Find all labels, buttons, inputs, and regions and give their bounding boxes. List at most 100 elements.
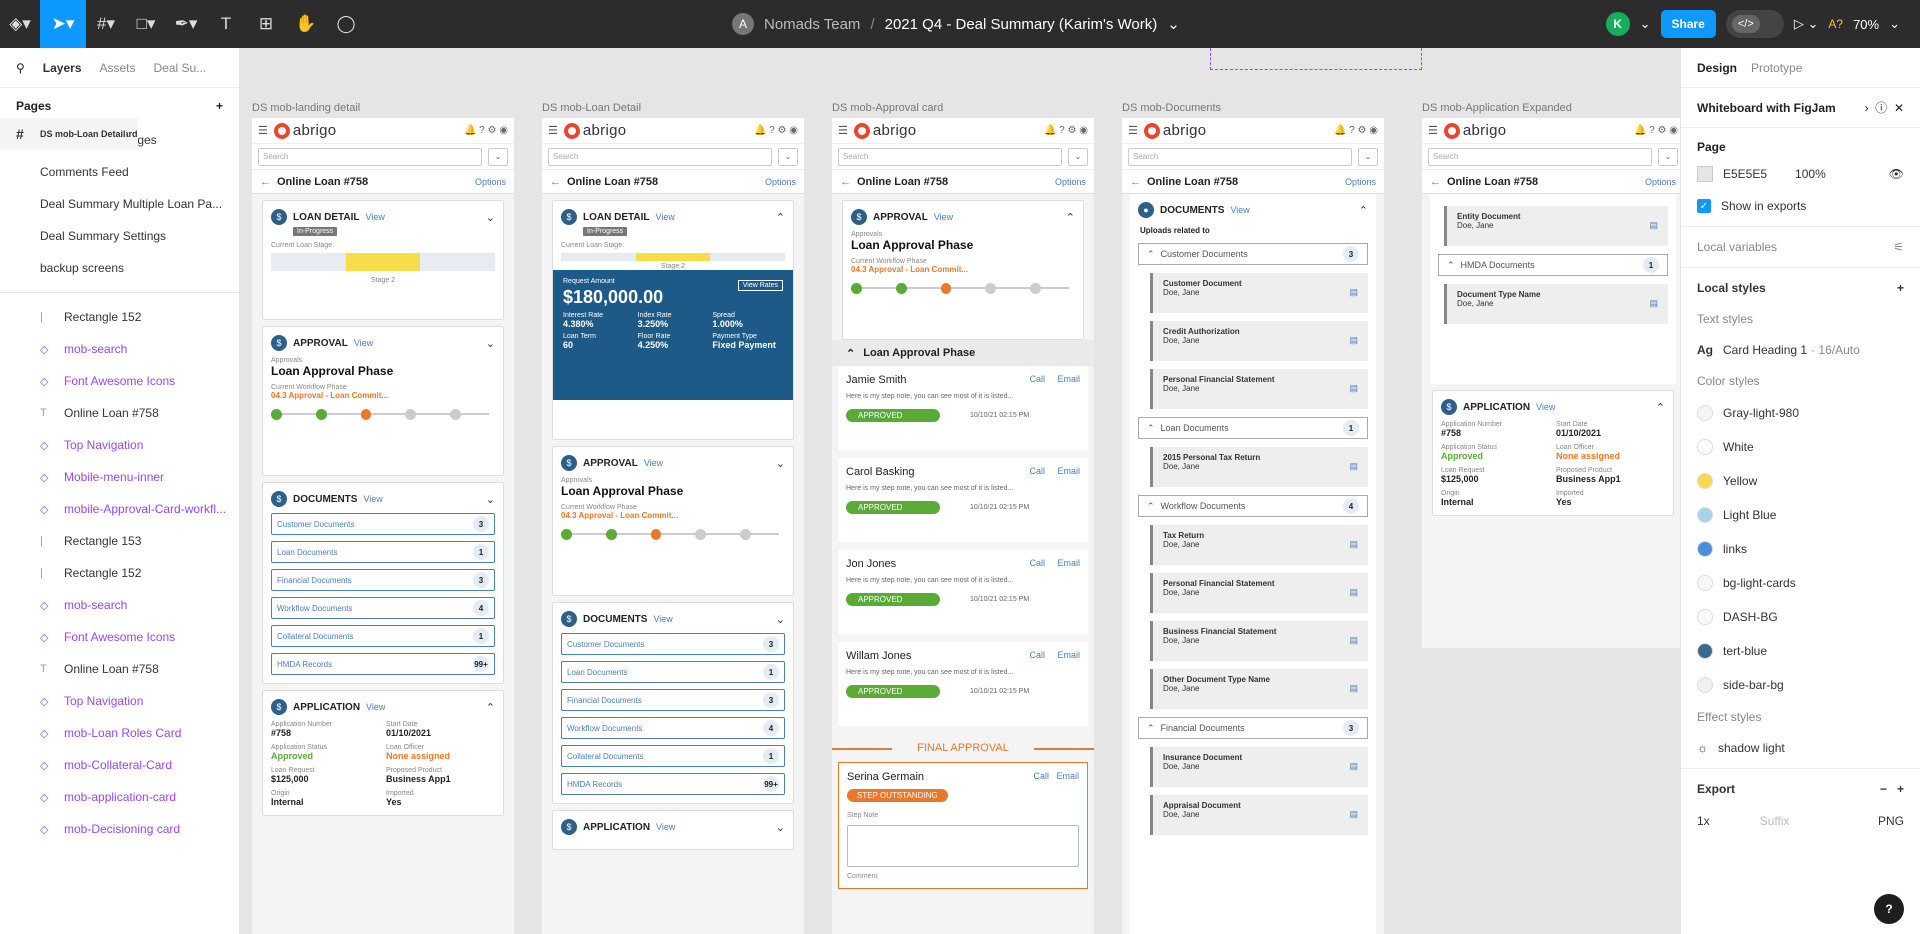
- chevron-down-icon[interactable]: ⌄: [1639, 16, 1651, 31]
- color-style-item[interactable]: Yellow: [1681, 464, 1920, 498]
- document-icon[interactable]: ▤: [1349, 461, 1358, 471]
- frame-loan-detail[interactable]: ☰ abrigo 🔔 ? ⚙ ◉ Search ⌄ ← Online Loan #758…: [542, 118, 804, 934]
- export-scale[interactable]: 1x: [1697, 814, 1710, 828]
- chevron-up-icon[interactable]: ⌃: [1147, 722, 1155, 733]
- document-icon[interactable]: ▤: [1349, 683, 1358, 693]
- search-input[interactable]: Search: [548, 147, 772, 166]
- page-dropdown[interactable]: Deal Su...: [153, 60, 207, 75]
- whiteboard-link[interactable]: Whiteboard with FigJam: [1697, 100, 1836, 115]
- document-item[interactable]: Appraisal Document Doe, Jane ▤: [1150, 795, 1368, 835]
- share-button[interactable]: Share: [1660, 10, 1716, 38]
- color-style-item[interactable]: DASH-BG: [1681, 600, 1920, 634]
- document-category-row[interactable]: Workflow Documents 4: [561, 717, 785, 739]
- layer-item[interactable]: T Online Loan #758: [0, 653, 239, 685]
- document-item[interactable]: Business Financial Statement Doe, Jane ▤: [1150, 621, 1368, 661]
- pen-tool-icon[interactable]: ✒▾: [174, 14, 198, 33]
- user-avatar[interactable]: K: [1605, 12, 1630, 36]
- call-link[interactable]: Call: [1029, 558, 1045, 568]
- document-item[interactable]: Tax Return Doe, Jane ▤: [1150, 525, 1368, 565]
- color-style-item[interactable]: tert-blue: [1681, 634, 1920, 668]
- chevron-up-icon[interactable]: ⌃: [1655, 401, 1665, 414]
- document-category-row[interactable]: Customer Documents 3: [561, 633, 785, 655]
- page-item[interactable]: backup screens: [0, 252, 239, 284]
- layer-item[interactable]: ◇ mob-application-card: [0, 781, 239, 813]
- document-icon[interactable]: ▤: [1349, 287, 1358, 297]
- search-icon[interactable]: ⚲: [16, 60, 25, 75]
- document-category-row[interactable]: Financial Documents 3: [271, 569, 495, 591]
- chevron-down-icon[interactable]: ⌄: [485, 337, 495, 350]
- header-icons[interactable]: 🔔 ? ⚙ ◉: [753, 125, 798, 136]
- back-icon[interactable]: ←: [550, 175, 561, 188]
- document-category-row[interactable]: Customer Documents 3: [271, 513, 495, 535]
- layer-item[interactable]: ◇ Font Awesome Icons: [0, 365, 239, 397]
- search-dropdown[interactable]: ⌄: [778, 147, 798, 166]
- document-category-row[interactable]: HMDA Records 99+: [561, 773, 785, 795]
- layer-item[interactable]: ◇ Mobile-menu-inner: [0, 461, 239, 493]
- document-item[interactable]: Credit Authorization Doe, Jane ▤: [1150, 321, 1368, 361]
- frame-label[interactable]: DS mob-Approval card: [832, 102, 944, 114]
- call-email-links[interactable]: Call Email: [1029, 466, 1080, 478]
- back-icon[interactable]: ←: [260, 175, 271, 188]
- frame-label[interactable]: DS mob-Documents: [1122, 102, 1222, 114]
- frame-approval-card[interactable]: ☰ abrigo 🔔 ? ⚙ ◉ Search ⌄ ← Online Loan #758…: [832, 118, 1094, 934]
- view-link[interactable]: View: [653, 614, 673, 624]
- document-icon[interactable]: ▤: [1349, 587, 1358, 597]
- export-format[interactable]: PNG: [1877, 814, 1904, 828]
- email-link[interactable]: Email: [1057, 374, 1080, 384]
- layer-item[interactable]: ◇ Top Navigation: [0, 685, 239, 717]
- tab-layers[interactable]: Layers: [42, 60, 82, 75]
- chevron-down-icon[interactable]: ⌄: [775, 457, 785, 470]
- document-category-row[interactable]: HMDA Records 99+: [271, 653, 495, 675]
- phase-section-header[interactable]: ⌃ Loan Approval Phase: [832, 340, 1094, 366]
- chevron-up-icon[interactable]: ⌃: [775, 211, 785, 224]
- canvas[interactable]: DS mob-landing detail DS mob-Loan Detail D…: [240, 48, 1680, 934]
- comment-tool-icon[interactable]: ◯: [336, 14, 356, 33]
- chevron-up-icon[interactable]: ⌃: [1065, 211, 1075, 224]
- accessibility-icon[interactable]: A?: [1828, 17, 1844, 31]
- call-email-links[interactable]: Call Email: [1029, 650, 1080, 662]
- chevron-down-icon[interactable]: ⌄: [775, 613, 785, 626]
- team-avatar[interactable]: A: [732, 13, 754, 35]
- document-category-row[interactable]: Collateral Documents 1: [271, 625, 495, 647]
- view-link[interactable]: View: [365, 212, 385, 222]
- call-link[interactable]: Call: [1029, 650, 1045, 660]
- page-item[interactable]: Deal Summary Settings: [0, 220, 239, 252]
- call-email-links[interactable]: Call Email: [1029, 558, 1080, 570]
- menu-icon[interactable]: ☰: [548, 125, 558, 137]
- document-icon[interactable]: ▤: [1349, 539, 1358, 549]
- email-link[interactable]: Email: [1057, 650, 1080, 660]
- tab-prototype[interactable]: Prototype: [1751, 60, 1803, 75]
- document-icon[interactable]: ▤: [1349, 383, 1358, 393]
- view-link[interactable]: View: [366, 702, 386, 712]
- frame-tool-icon[interactable]: #▾: [97, 14, 115, 33]
- frame-landing-detail[interactable]: ☰ abrigo 🔔 ? ⚙ ◉ Search ⌄ ← Online Loan #758…: [252, 118, 514, 934]
- resources-icon[interactable]: ⊞: [258, 14, 274, 33]
- document-item[interactable]: Personal Financial Statement Doe, Jane ▤: [1150, 369, 1368, 409]
- page-item[interactable]: Comments Feed: [0, 156, 239, 188]
- options-link[interactable]: Options: [764, 176, 796, 187]
- frame-label[interactable]: DS mob-landing detail: [252, 102, 361, 114]
- search-input[interactable]: Search: [1428, 147, 1652, 166]
- move-tool-icon[interactable]: ➤▾: [40, 0, 86, 48]
- options-link[interactable]: Options: [474, 176, 506, 187]
- color-style-item[interactable]: side-bar-bg: [1681, 668, 1920, 702]
- document-item[interactable]: Personal Financial Statement Doe, Jane ▤: [1150, 573, 1368, 613]
- layer-item[interactable]: | Rectangle 153: [0, 525, 239, 557]
- chevron-down-icon[interactable]: ⌄: [485, 493, 495, 506]
- eye-icon[interactable]: 👁: [1888, 167, 1904, 181]
- document-section-header[interactable]: ⌃ Loan Documents 1: [1138, 417, 1368, 439]
- chevron-down-icon[interactable]: ⌄: [1167, 16, 1180, 33]
- chevron-up-icon[interactable]: ⌃: [1147, 500, 1155, 511]
- layer-item[interactable]: ◇ Font Awesome Icons: [0, 621, 239, 653]
- frame-label[interactable]: DS mob-Application Expanded: [1422, 102, 1572, 114]
- chevron-down-icon[interactable]: ⌄: [1889, 16, 1900, 31]
- call-link[interactable]: Call: [1029, 374, 1045, 384]
- frame-documents[interactable]: ☰ abrigo 🔔 ? ⚙ ◉ Search ⌄ ← Online Loan #758…: [1122, 118, 1384, 934]
- color-style-item[interactable]: bg-light-cards: [1681, 566, 1920, 600]
- document-category-row[interactable]: Financial Documents 3: [561, 689, 785, 711]
- layer-item[interactable]: ◇ mob-search: [0, 333, 239, 365]
- text-style-item[interactable]: Ag Card Heading 1 · 16/Auto: [1697, 343, 1860, 357]
- remove-export-icon[interactable]: − +: [1879, 782, 1904, 796]
- document-category-row[interactable]: Loan Documents 1: [561, 661, 785, 683]
- call-email-links[interactable]: Call Email: [1029, 374, 1080, 386]
